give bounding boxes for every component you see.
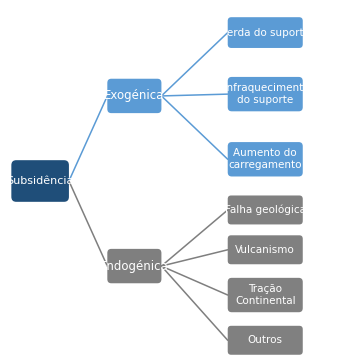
- Text: Falha geológica: Falha geológica: [225, 205, 306, 215]
- Text: Endogénica: Endogénica: [100, 260, 169, 273]
- FancyBboxPatch shape: [228, 195, 303, 224]
- Text: Subsidência: Subsidência: [6, 176, 74, 186]
- Text: Enfraquecimento
do suporte: Enfraquecimento do suporte: [221, 83, 310, 105]
- FancyBboxPatch shape: [228, 278, 303, 312]
- FancyBboxPatch shape: [228, 326, 303, 355]
- FancyBboxPatch shape: [11, 160, 69, 202]
- Text: Outros: Outros: [248, 335, 283, 345]
- Text: Perda do suporte: Perda do suporte: [221, 28, 310, 38]
- Text: Vulcanismo: Vulcanismo: [235, 245, 295, 255]
- FancyBboxPatch shape: [228, 235, 303, 264]
- Text: Aumento do
carregamento: Aumento do carregamento: [229, 148, 302, 170]
- FancyBboxPatch shape: [228, 77, 303, 111]
- FancyBboxPatch shape: [228, 17, 303, 48]
- Text: Tração
Continental: Tração Continental: [235, 284, 296, 306]
- FancyBboxPatch shape: [228, 142, 303, 176]
- Text: Exogénica: Exogénica: [104, 89, 164, 102]
- FancyBboxPatch shape: [107, 79, 161, 113]
- FancyBboxPatch shape: [107, 249, 161, 283]
